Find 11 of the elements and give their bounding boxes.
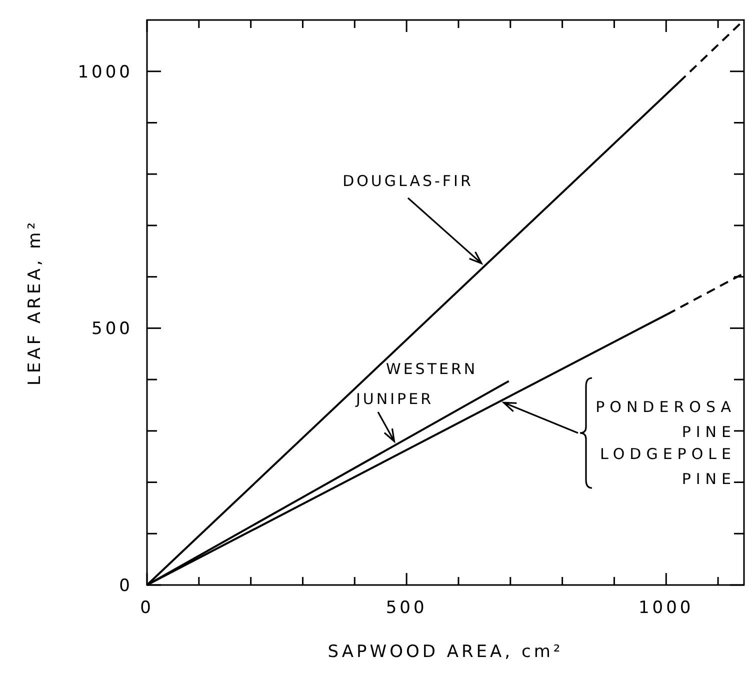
x-tick-label: 1000: [638, 598, 694, 618]
y-axis-title: LEAF AREA, m²: [25, 219, 45, 386]
x-tick-label: 500: [386, 598, 428, 618]
y-tick-label: 1000: [78, 62, 133, 82]
x-tick-label: 0: [140, 598, 154, 618]
annotation: PONDEROSA PINE LODGEPOLE PINE: [596, 398, 736, 488]
x-axis-title: SAPWOOD AREA, cm²: [328, 642, 564, 662]
y-tick-label: 0: [119, 576, 133, 596]
annotation: WESTERN JUNIPER: [355, 360, 478, 408]
annotation: DOUGLAS-FIR: [342, 172, 474, 190]
y-tick-label: 500: [92, 319, 133, 340]
